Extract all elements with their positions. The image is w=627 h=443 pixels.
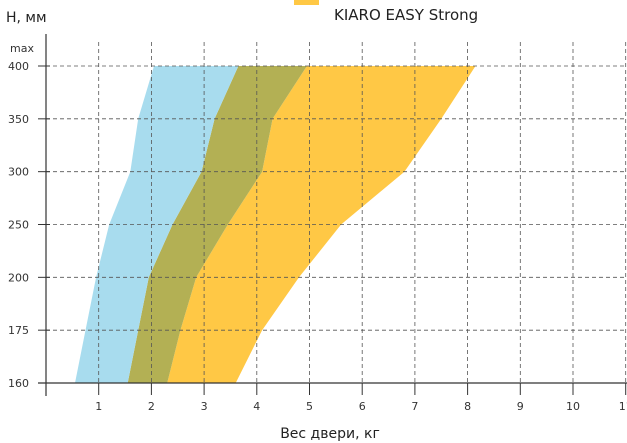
x-tick-label: 5: [306, 400, 313, 413]
x-tick-label: 9: [517, 400, 524, 413]
x-tick-label: 2: [148, 400, 155, 413]
y-tick-label: 160: [8, 377, 29, 390]
x-tick-label: 3: [201, 400, 208, 413]
grid-layer: [46, 42, 627, 383]
series-area-3: [75, 66, 239, 383]
y-tick-label: 200: [8, 271, 29, 284]
x-tick-label: 4: [253, 400, 260, 413]
x-tick-label: 6: [359, 400, 366, 413]
y-axis-title: Н, мм: [6, 10, 47, 26]
x-tick-label: 7: [411, 400, 418, 413]
x-axis-title: Вес двери, кг: [280, 426, 380, 442]
y-tick-label: 350: [8, 113, 29, 126]
x-tick-label: 11: [619, 400, 627, 413]
legend-label: KIARO EASY Strong: [334, 6, 478, 24]
y-tick-label: 175: [8, 324, 29, 337]
y-tick-label: 300: [8, 166, 29, 179]
x-tick-label: 10: [566, 400, 580, 413]
y-tick-label: 250: [8, 219, 29, 232]
series-layer: [75, 66, 476, 383]
axis-layer: [38, 34, 627, 396]
x-tick-label: 1: [95, 400, 102, 413]
tick-layer: 1 2 3 4 5 6 7 8 9 10 11 160 175 200 250 300 350 400: [8, 60, 627, 413]
y-max-label: max: [10, 42, 34, 55]
legend-swatch: [294, 0, 319, 5]
y-tick-label: 400: [8, 60, 29, 73]
x-tick-label: 8: [464, 400, 471, 413]
